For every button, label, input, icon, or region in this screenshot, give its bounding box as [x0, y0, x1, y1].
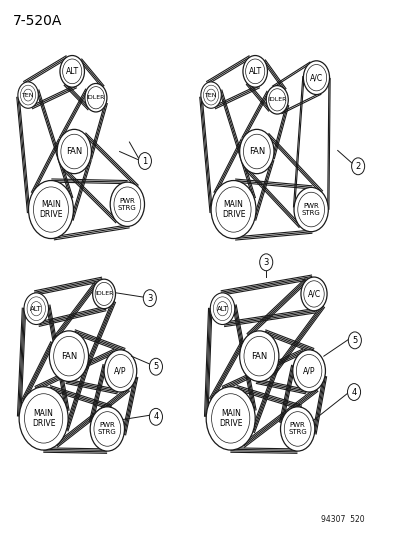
Text: IDLER: IDLER	[95, 292, 113, 296]
Circle shape	[60, 55, 84, 87]
Circle shape	[143, 290, 156, 306]
Text: ALT: ALT	[30, 306, 42, 312]
Text: 5: 5	[153, 362, 158, 371]
Text: PWR
STRG: PWR STRG	[301, 203, 320, 216]
Text: TEN: TEN	[204, 93, 217, 98]
Circle shape	[259, 254, 272, 271]
Circle shape	[85, 84, 107, 112]
Circle shape	[49, 331, 88, 382]
Text: 1: 1	[142, 157, 147, 166]
Circle shape	[206, 387, 254, 450]
Text: MAIN
DRIVE: MAIN DRIVE	[32, 409, 55, 428]
Text: PWR
STRG: PWR STRG	[118, 198, 136, 211]
Circle shape	[211, 181, 255, 239]
Circle shape	[19, 387, 68, 450]
Circle shape	[110, 182, 144, 227]
Text: FAN: FAN	[251, 352, 267, 361]
Circle shape	[24, 293, 48, 325]
Circle shape	[104, 350, 136, 392]
Circle shape	[347, 332, 361, 349]
Circle shape	[149, 358, 162, 375]
Text: A/C: A/C	[307, 289, 320, 298]
Circle shape	[280, 407, 314, 451]
Circle shape	[347, 384, 360, 400]
Circle shape	[28, 181, 73, 239]
Text: A/P: A/P	[114, 366, 126, 375]
Circle shape	[210, 293, 234, 325]
Text: ALT: ALT	[248, 67, 261, 76]
Circle shape	[18, 82, 38, 108]
Circle shape	[300, 277, 326, 311]
Text: MAIN
DRIVE: MAIN DRIVE	[221, 200, 245, 219]
Circle shape	[351, 158, 364, 175]
Circle shape	[57, 130, 91, 174]
Text: PWR
STRG: PWR STRG	[98, 423, 116, 435]
Text: ALT: ALT	[66, 67, 78, 76]
Text: 2: 2	[355, 162, 360, 171]
Text: 3: 3	[263, 258, 268, 267]
Circle shape	[138, 152, 151, 169]
Text: 3: 3	[147, 294, 152, 303]
Text: 5: 5	[351, 336, 356, 345]
Text: FAN: FAN	[66, 147, 82, 156]
Text: A/P: A/P	[302, 366, 315, 375]
Text: MAIN
DRIVE: MAIN DRIVE	[39, 200, 63, 219]
Text: A/C: A/C	[309, 73, 322, 82]
Circle shape	[200, 82, 221, 108]
Circle shape	[303, 61, 329, 94]
Text: PWR
STRG: PWR STRG	[287, 423, 306, 435]
Text: IDLER: IDLER	[267, 98, 286, 102]
Circle shape	[239, 331, 278, 382]
Circle shape	[293, 188, 328, 232]
Text: ALT: ALT	[216, 306, 228, 312]
Text: 4: 4	[153, 413, 158, 421]
Circle shape	[149, 408, 162, 425]
Text: FAN: FAN	[248, 147, 264, 156]
Text: IDLER: IDLER	[86, 95, 105, 100]
Text: 4: 4	[351, 387, 356, 397]
Text: 94307  520: 94307 520	[320, 515, 364, 524]
Text: FAN: FAN	[61, 352, 77, 361]
Circle shape	[239, 130, 273, 174]
Circle shape	[292, 350, 325, 392]
Circle shape	[266, 86, 287, 114]
Text: 7-520A: 7-520A	[13, 14, 62, 28]
Circle shape	[242, 55, 267, 87]
Text: MAIN
DRIVE: MAIN DRIVE	[218, 409, 242, 428]
Circle shape	[93, 279, 115, 309]
Circle shape	[90, 407, 124, 451]
Text: TEN: TEN	[22, 93, 34, 98]
